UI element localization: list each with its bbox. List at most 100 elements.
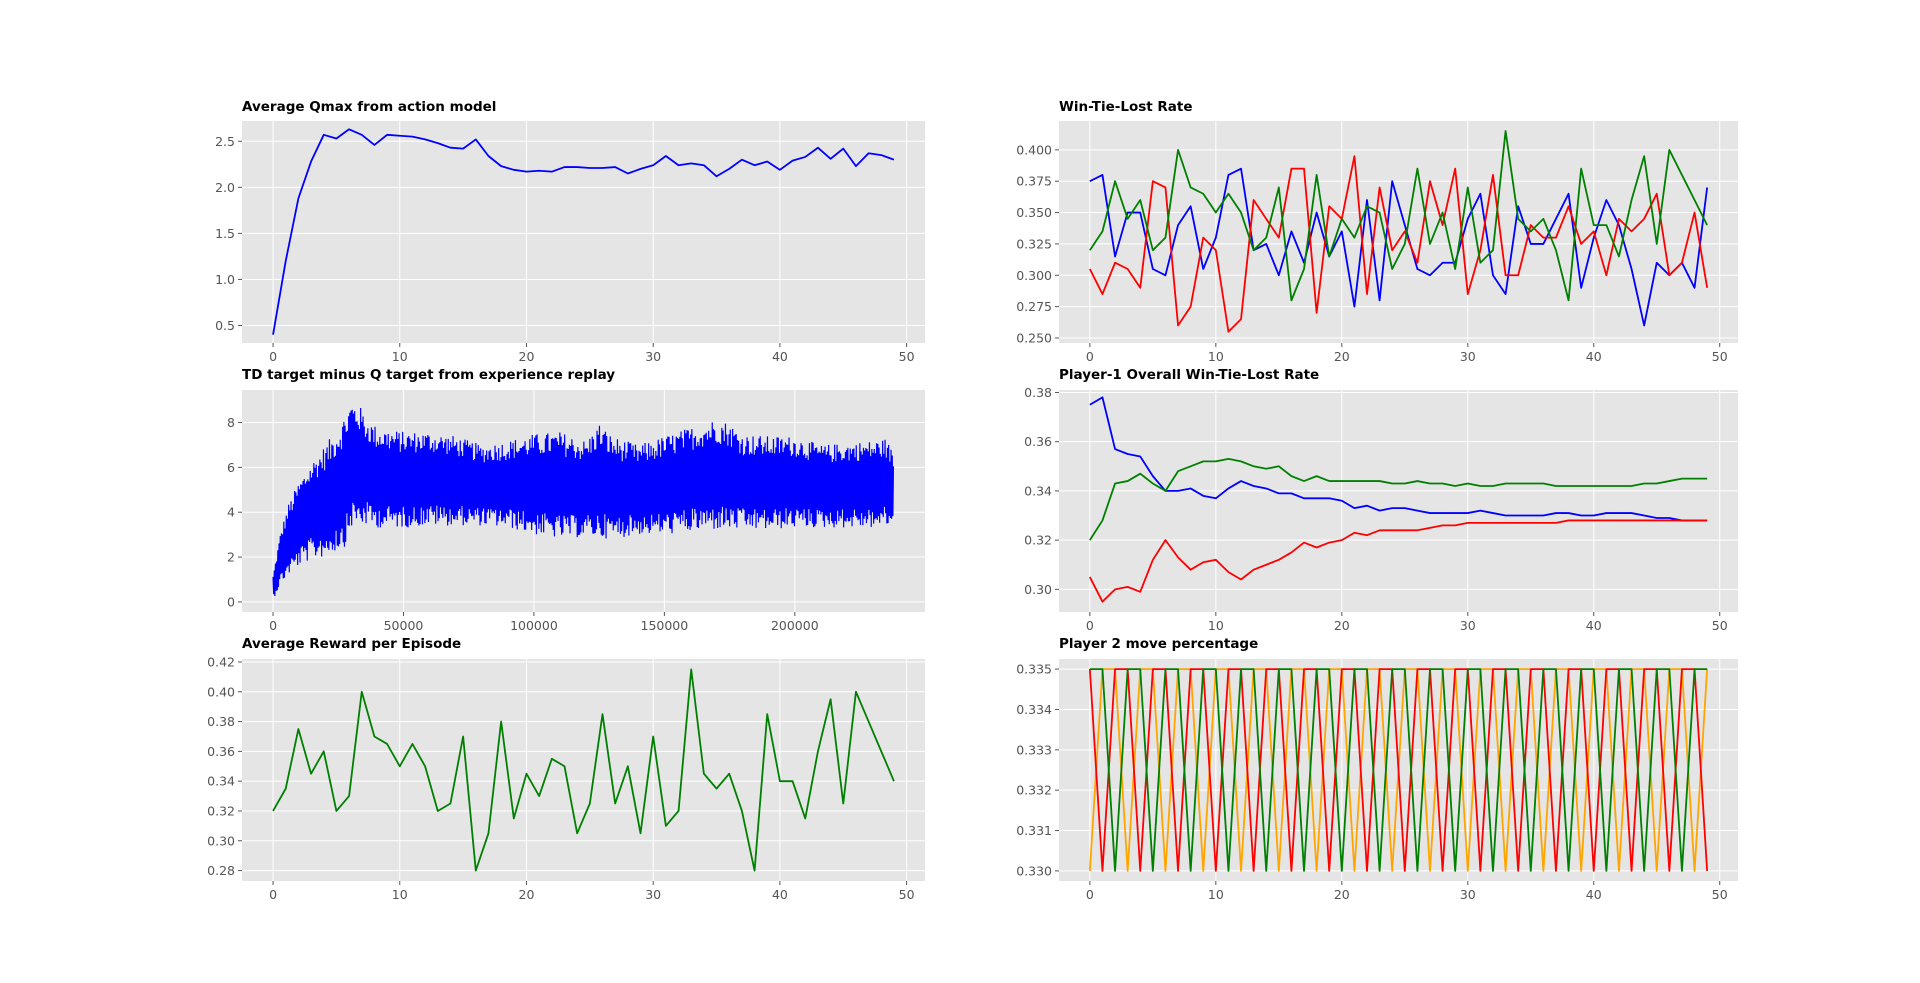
x-tick-label: 100000 [510,618,558,633]
series-line-3 [1089,130,1708,302]
plot-area [242,659,925,881]
y-tick-label: 4 [227,505,235,520]
x-tick-label: 30 [1460,618,1476,633]
panel-title-win-tie-lost: Win-Tie-Lost Rate [1059,99,1193,115]
series-group [272,668,895,872]
y-tick-label: 0.30 [207,833,235,848]
x-tick-label: 50 [1712,349,1728,364]
x-tick-label: 40 [772,887,788,902]
series-line-3 [1089,668,1708,872]
x-tick-label: 10 [392,349,408,364]
x-tick-label: 50000 [384,618,424,633]
x-tick-label: 10 [392,887,408,902]
x-tick-label: 20 [1334,618,1350,633]
panel-player2-move: Player 2 move percentage 0 10 20 30 40 50 0.33… [1016,636,1738,902]
y-tick-label: 0.5 [215,318,235,333]
y-tick-label: 2 [227,550,235,565]
y-tick-label: 0.34 [1024,483,1052,498]
x-tick-label: 0 [269,887,277,902]
y-tick-label: 0.375 [1016,174,1052,189]
series-group [1088,668,1709,872]
x-tick-label: 0 [269,618,277,633]
y-tick-label: 0.300 [1016,268,1052,283]
y-tick-label: 0.325 [1016,236,1052,251]
panel-title-player1-overall: Player-1 Overall Win-Tie-Lost Rate [1059,367,1319,383]
y-tick-label: 0.34 [207,774,235,789]
y-tick-label: 0.32 [1024,533,1052,548]
x-tick-label: 30 [1460,887,1476,902]
x-tick-label: 20 [519,887,535,902]
x-tick-label: 40 [1586,618,1602,633]
y-tick-label: 0.334 [1016,702,1052,717]
y-tick-label: 0.331 [1016,823,1052,838]
x-tick-label: 10 [1208,349,1224,364]
y-tick-label: 0.335 [1016,662,1052,677]
series-line-1 [272,128,895,335]
panel-title-qmax: Average Qmax from action model [242,99,496,115]
y-tick-label: 0.250 [1016,330,1052,345]
x-tick-label: 0 [1086,349,1094,364]
y-tick-label: 0.330 [1016,863,1052,878]
x-tick-label: 10 [1208,618,1224,633]
panel-win-tie-lost: Win-Tie-Lost Rate 0 10 20 30 40 50 0.250 0.275 0… [1016,99,1738,364]
x-tick-label: 40 [772,349,788,364]
series-line-1 [272,668,895,872]
x-tick-label: 20 [519,349,535,364]
y-tick-label: 1.0 [215,272,235,287]
x-tick-label: 0 [1086,618,1094,633]
y-tick-label: 0.400 [1016,142,1052,157]
y-tick-label: 0.32 [207,803,235,818]
x-tick-label: 20 [1334,887,1350,902]
y-tick-label: 1.5 [215,226,235,241]
y-tick-label: 0.333 [1016,742,1052,757]
panel-qmax: Average Qmax from action model 0 10 20 30 40… [215,99,925,364]
y-tick-label: 0.38 [1024,385,1052,400]
y-tick-label: 0.30 [1024,582,1052,597]
plot-area [1059,121,1738,343]
y-tick-label: 0.36 [1024,434,1052,449]
panel-title-td-target: TD target minus Q target from experience… [242,367,615,383]
series-line-1 [272,407,895,597]
y-tick-label: 0.42 [207,654,235,669]
series-line-2 [1089,458,1708,541]
x-tick-label: 0 [1086,887,1094,902]
series-line-2 [1089,155,1709,333]
y-tick-label: 0.332 [1016,783,1052,798]
y-tick-label: 0.38 [207,714,235,729]
x-tick-label: 30 [645,349,661,364]
y-tick-label: 0.350 [1016,205,1052,220]
y-tick-label: 0.275 [1016,299,1052,314]
series-line-2 [1088,668,1709,872]
series-line-3 [1089,519,1708,603]
series-group [272,128,895,335]
x-tick-label: 30 [1460,349,1476,364]
panel-avg-reward: Average Reward per Episode 0 10 20 30 40 50 0.… [207,636,925,902]
series-line-1 [1089,167,1709,327]
plot-area [1059,390,1738,612]
x-tick-label: 40 [1586,887,1602,902]
y-tick-label: 0.28 [207,863,235,878]
series-group [272,407,895,597]
x-tick-label: 30 [645,887,661,902]
series-group [1089,130,1709,333]
panel-td-target: TD target minus Q target from experience… [227,367,925,633]
x-tick-label: 0 [269,349,277,364]
series-line-1 [1089,396,1708,522]
x-tick-label: 20 [1334,349,1350,364]
series-group [1089,396,1708,603]
y-tick-label: 2.5 [215,134,235,149]
panel-player1-overall: Player-1 Overall Win-Tie-Lost Rate 0 10 20… [1024,367,1738,633]
panel-title-player2-move: Player 2 move percentage [1059,636,1258,652]
y-tick-label: 2.0 [215,180,235,195]
y-tick-label: 8 [227,415,235,430]
x-tick-label: 150000 [641,618,689,633]
y-tick-label: 0.40 [207,684,235,699]
x-tick-label: 50 [1712,887,1728,902]
panel-title-avg-reward: Average Reward per Episode [242,636,461,652]
y-tick-label: 0.36 [207,744,235,759]
y-tick-label: 6 [227,460,235,475]
x-tick-label: 50 [899,349,915,364]
plot-area [242,121,925,343]
x-tick-label: 50 [1712,618,1728,633]
